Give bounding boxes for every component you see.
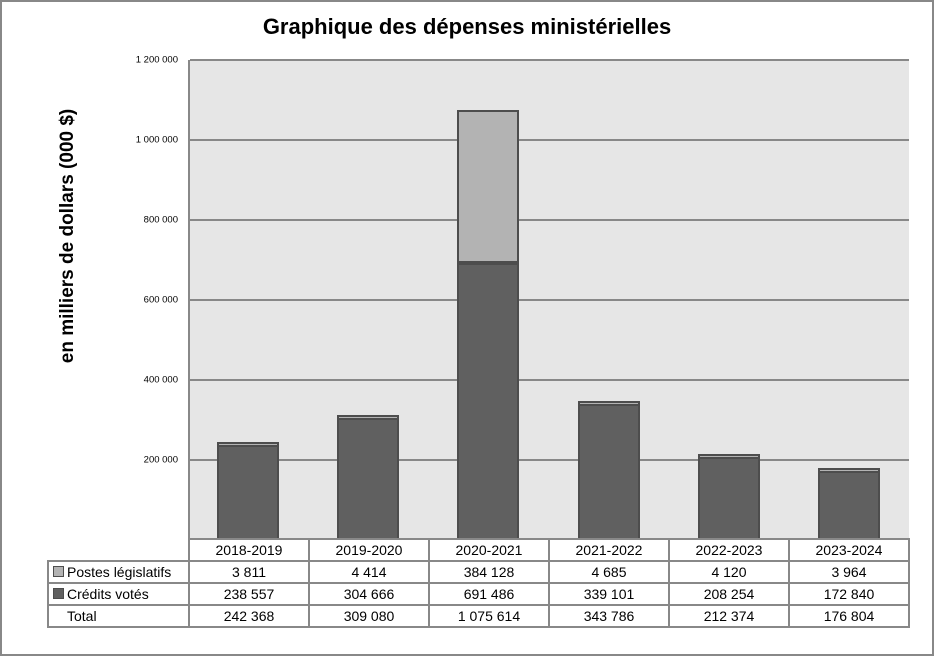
plot-area xyxy=(188,59,909,540)
y-tick-label: 800 000 xyxy=(143,214,178,226)
gridline xyxy=(190,59,909,61)
bar-segment-voted xyxy=(697,456,760,540)
bar-segment-voted xyxy=(577,404,640,540)
legend-statutory: Postes législatifs xyxy=(47,560,190,584)
table-cell: 212 374 xyxy=(668,604,790,628)
table-cell: 208 254 xyxy=(668,582,790,606)
bar-segment-voted xyxy=(817,470,880,540)
legend-swatch-voted-icon xyxy=(53,588,64,599)
category-label: 2023-2024 xyxy=(788,538,910,562)
bar-segment-statutory xyxy=(817,467,880,471)
legend-swatch-statutory-icon xyxy=(53,566,64,577)
table-row-statutory: Postes législatifs 3 811 4 414 384 128 4… xyxy=(47,560,910,584)
table-cell: 3 811 xyxy=(188,560,310,584)
bar-segment-statutory xyxy=(217,441,280,445)
table-cell: 1 075 614 xyxy=(428,604,550,628)
table-cell: 309 080 xyxy=(308,604,430,628)
table-cell: 242 368 xyxy=(188,604,310,628)
bar-segment-voted xyxy=(217,444,280,540)
gridline xyxy=(190,219,909,221)
bar-segment-statutory xyxy=(697,453,760,457)
table-cell: 3 964 xyxy=(788,560,910,584)
table-cell: 304 666 xyxy=(308,582,430,606)
y-axis-label: en milliers de dollars (000 $) xyxy=(57,108,78,364)
legend-voted: Crédits votés xyxy=(47,582,190,606)
bar-segment-statutory xyxy=(457,109,520,264)
table-cell: 4 120 xyxy=(668,560,790,584)
table-cell: 343 786 xyxy=(548,604,670,628)
legend-label: Postes législatifs xyxy=(67,564,172,580)
table-cell: 4 414 xyxy=(308,560,430,584)
table-cell: 172 840 xyxy=(788,582,910,606)
y-tick-label: 600 000 xyxy=(143,294,178,306)
table-row-voted: Crédits votés 238 557 304 666 691 486 33… xyxy=(47,582,910,606)
y-tick-label: 1 000 000 xyxy=(135,134,178,146)
total-label: Total xyxy=(47,604,190,628)
y-tick-label: 200 000 xyxy=(143,454,178,466)
legend-label: Crédits votés xyxy=(67,586,149,602)
gridline xyxy=(190,379,909,381)
gridline xyxy=(190,459,909,461)
bar-segment-voted xyxy=(337,418,400,540)
y-tick-label: 1 200 000 xyxy=(135,54,178,66)
category-label: 2020-2021 xyxy=(428,538,550,562)
gridline xyxy=(190,139,909,141)
chart-title: Graphique des dépenses ministérielles xyxy=(262,14,672,39)
gridline xyxy=(190,299,909,301)
table-cell: 691 486 xyxy=(428,582,550,606)
bar-segment-voted xyxy=(457,263,520,540)
table-cell: 339 101 xyxy=(548,582,670,606)
category-label: 2018-2019 xyxy=(188,538,310,562)
bar-segment-statutory xyxy=(337,415,400,419)
category-label: 2019-2020 xyxy=(308,538,430,562)
category-label: 2021-2022 xyxy=(548,538,670,562)
data-table: 2018-2019 2019-2020 2020-2021 2021-2022 … xyxy=(47,538,910,628)
category-label: 2022-2023 xyxy=(668,538,790,562)
table-cell: 4 685 xyxy=(548,560,670,584)
table-row-total: Total 242 368 309 080 1 075 614 343 786 … xyxy=(47,604,910,628)
table-corner xyxy=(48,539,190,562)
table-cell: 384 128 xyxy=(428,560,550,584)
table-header-row: 2018-2019 2019-2020 2020-2021 2021-2022 … xyxy=(48,538,910,562)
table-cell: 176 804 xyxy=(788,604,910,628)
bar-segment-statutory xyxy=(577,401,640,405)
table-cell: 238 557 xyxy=(188,582,310,606)
y-tick-label: 400 000 xyxy=(143,374,178,386)
